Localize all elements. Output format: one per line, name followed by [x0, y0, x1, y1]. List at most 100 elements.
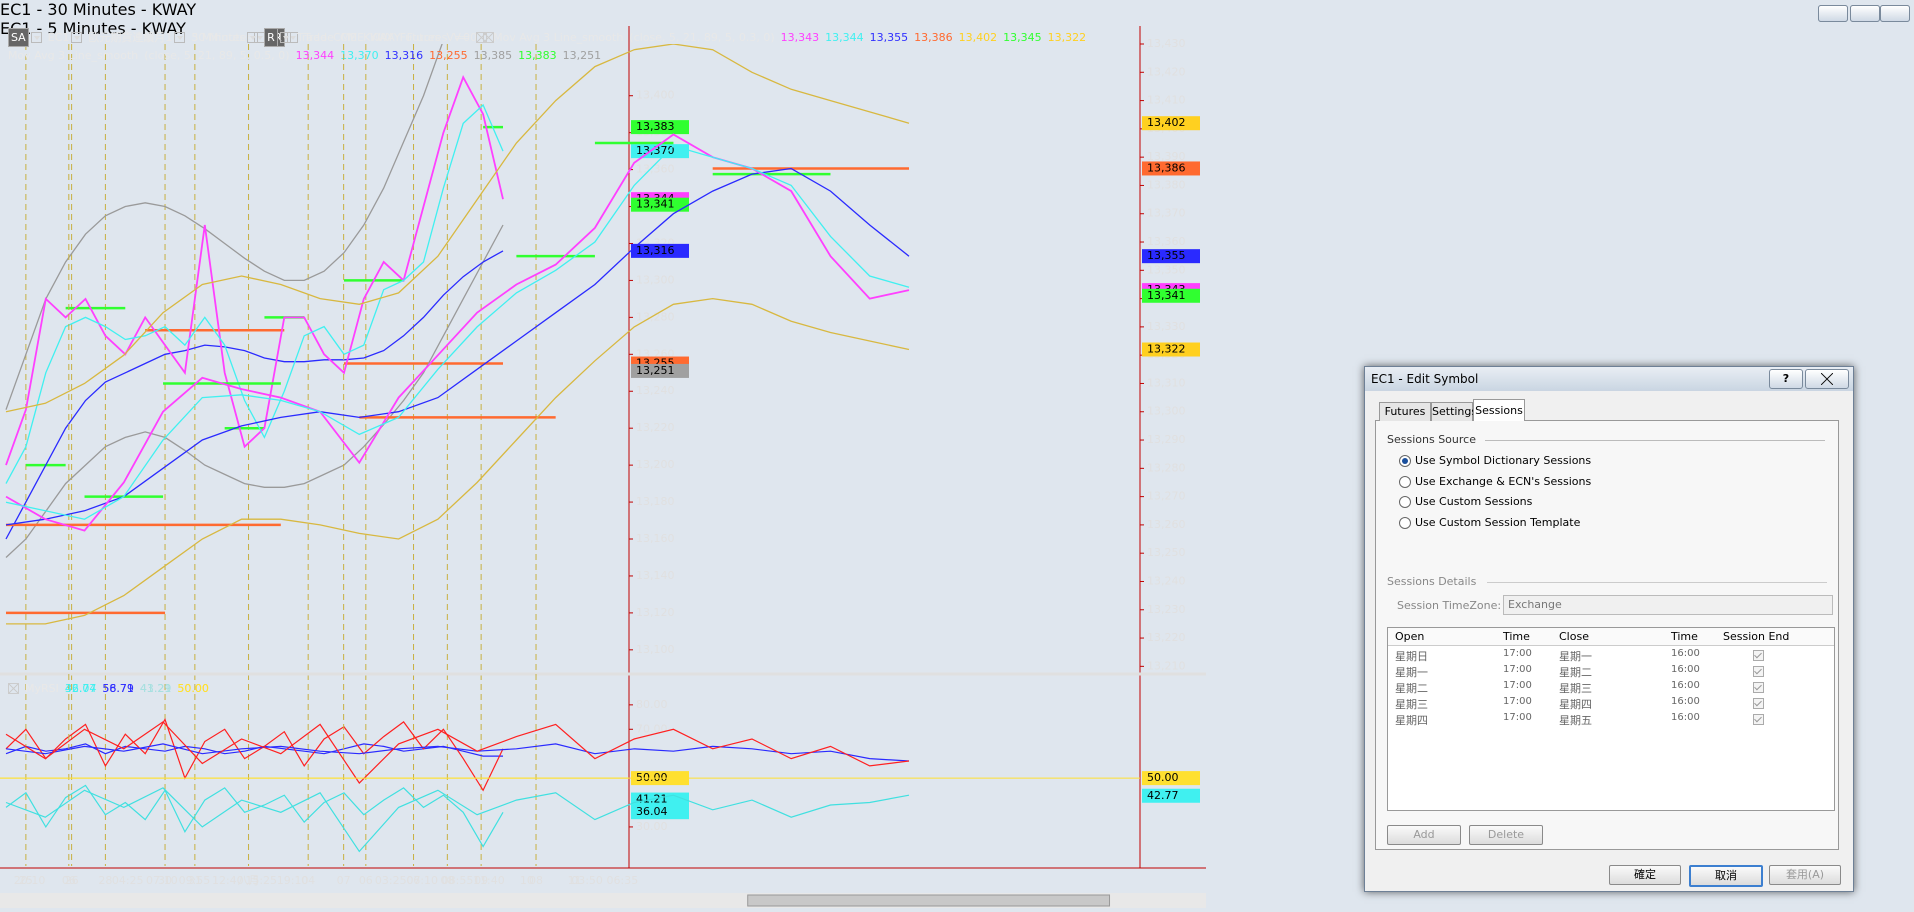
cancel-button[interactable]: 取消 — [1689, 865, 1763, 887]
toolbar-item: Mov Avg 3 Line_smooth — [493, 31, 624, 44]
close-box[interactable] — [8, 683, 19, 694]
date-label: 11:40 — [473, 874, 505, 887]
section-heading: Sessions Source — [1387, 433, 1476, 446]
tab[interactable]: Futures — [1379, 402, 1431, 421]
tab[interactable]: Sessions — [1473, 399, 1525, 421]
y-tick-label: 13,250 — [1147, 546, 1186, 559]
price-tag-label: 13,383 — [636, 120, 675, 133]
session-end-checkbox — [1753, 650, 1764, 661]
price-tag-label: 13,386 — [1147, 161, 1186, 174]
y-tick-label: 13,220 — [1147, 631, 1186, 644]
dropdown[interactable] — [279, 32, 291, 43]
table-cell: 17:00 — [1503, 680, 1532, 691]
series-line — [6, 297, 910, 625]
date-label: 03:50 — [571, 874, 603, 887]
price-tag — [631, 805, 689, 820]
toolbar-item: Mov Avg 3 Line_smooth — [8, 49, 139, 62]
dropdown[interactable] — [174, 32, 186, 43]
series-line — [5, 44, 443, 410]
study-value: 13,251 — [562, 49, 602, 62]
date-label: 12:40 — [212, 874, 244, 887]
rsi-value: 43.29 — [139, 682, 172, 695]
toolbar-item[interactable]: 5 Minutes — [191, 31, 246, 44]
rsi-value: 50.00 — [177, 682, 209, 695]
toolbar-item[interactable]: EC1 — [47, 31, 70, 44]
close-button[interactable] — [1805, 369, 1849, 389]
price-tag-label: 13,251 — [636, 364, 675, 377]
toolbar-item[interactable]: EC1 — [47, 31, 70, 44]
y-tick-label: 13,410 — [1147, 94, 1186, 107]
date-label: 10 — [520, 874, 534, 887]
table-cell: 星期三 — [1395, 698, 1428, 711]
radio-button[interactable] — [1399, 455, 1411, 467]
y-tick-label: 13,240 — [1147, 574, 1186, 587]
tab[interactable]: Settings — [1431, 402, 1477, 421]
y-tick-label: 13,220 — [636, 421, 675, 434]
close-box[interactable] — [476, 32, 488, 43]
radio-label[interactable]: Use Exchange & ECN's Sessions — [1415, 474, 1592, 488]
date-label: 04:25 — [112, 874, 144, 887]
price-tag — [1142, 788, 1200, 803]
table-header — [1388, 628, 1834, 646]
ok-button[interactable]: 確定 — [1609, 865, 1681, 885]
date-label: 06:35 — [607, 874, 639, 887]
study-value: 13,355 — [869, 31, 909, 44]
study-value: 13,383 — [518, 49, 557, 62]
radio-button[interactable] — [1399, 516, 1411, 529]
y-tick-label: 13,120 — [636, 606, 675, 619]
series-line — [5, 224, 504, 558]
scroll-thumb[interactable] — [747, 894, 1111, 907]
dropdown[interactable] — [30, 32, 42, 43]
toolbar-item: Futures — [406, 31, 448, 44]
radio-label[interactable]: Use Custom Session Template — [1415, 515, 1581, 529]
window-button[interactable] — [1850, 5, 1880, 22]
toolbar-item[interactable]: 30 Minutes — [191, 31, 253, 44]
radio-button[interactable] — [1399, 475, 1411, 488]
date-label: 08 — [529, 874, 543, 887]
radio-label[interactable]: Use Custom Sessions — [1415, 495, 1533, 508]
window-button[interactable] — [1880, 5, 1910, 22]
toolbar-item: Trade — [303, 31, 334, 44]
rsi-value: 36.04 — [64, 682, 97, 695]
add-button: Add — [1387, 825, 1461, 845]
dropdown[interactable] — [247, 32, 259, 43]
price-tag-label: 13,402 — [1147, 116, 1186, 129]
price-tag-label: 50.00 — [1147, 771, 1179, 784]
series-line — [5, 145, 910, 520]
section-heading: Sessions Details — [1387, 575, 1477, 588]
radio-label[interactable]: Use Symbol Dictionary Sessions — [1415, 454, 1592, 467]
y-tick-label: 13,100 — [636, 643, 675, 656]
help-button[interactable]: ? — [1769, 369, 1803, 389]
series-line — [5, 743, 910, 762]
window-title: EC1 - 5 Minutes - KWAY — [0, 19, 186, 38]
study-value: 13,255 — [429, 49, 468, 62]
column-header: Open — [1395, 630, 1425, 643]
dropdown[interactable] — [71, 32, 83, 43]
series-line — [5, 44, 910, 413]
toolbar-item[interactable]: 歐元期貨連續月1 — [88, 31, 173, 44]
toolbar-item: Trade — [296, 31, 327, 44]
y-tick-label: 13,230 — [1147, 603, 1186, 616]
y-tick-label: 13,270 — [1147, 490, 1186, 503]
price-tag — [631, 243, 689, 258]
radio-button[interactable] — [1399, 496, 1411, 508]
toolbar-item[interactable]: 歐元期貨連續月1 — [88, 31, 173, 44]
toolbar-item[interactable]: R — [264, 28, 278, 47]
date-label: 19:10 — [277, 874, 309, 887]
date-label: 07 — [407, 874, 421, 887]
price-tag — [1142, 249, 1200, 264]
window-button[interactable] — [1818, 5, 1848, 22]
series-line — [5, 743, 503, 757]
price-tag — [1142, 288, 1200, 303]
price-tag — [631, 120, 689, 135]
y-tick-label: 13,390 — [1147, 150, 1186, 163]
price-tag-label: 13,355 — [1147, 249, 1186, 262]
date-label: 09 — [474, 874, 488, 887]
price-tag — [1142, 771, 1200, 786]
study-params: (close, 5, 21, 89, 5, 0.5, 0) — [144, 49, 290, 62]
date-label: 20:10 — [14, 874, 46, 887]
table-cell: 17:00 — [1503, 712, 1532, 723]
timezone-select[interactable]: Exchange — [1503, 595, 1833, 615]
toolbar-item[interactable]: SA — [8, 28, 29, 47]
